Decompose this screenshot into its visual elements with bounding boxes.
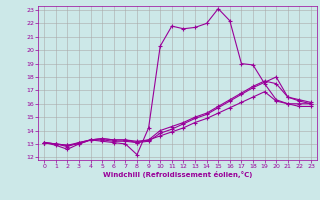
X-axis label: Windchill (Refroidissement éolien,°C): Windchill (Refroidissement éolien,°C) — [103, 171, 252, 178]
